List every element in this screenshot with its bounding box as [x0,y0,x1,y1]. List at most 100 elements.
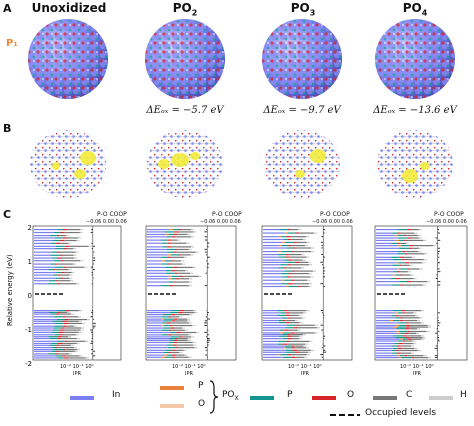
bar-in [34,336,49,338]
bar-o [400,284,404,286]
bar-o [60,254,63,256]
bar-o [60,231,65,234]
bar-h [419,229,423,231]
coop-ticks-3: −0.06 0.00 0.06 [312,219,353,225]
bar-c [295,247,312,249]
bar-h [414,232,418,234]
bar-in [376,242,392,244]
bar-p [278,340,287,343]
bar-o [62,320,68,322]
bar-c [170,322,189,324]
bar-p-oxidized [396,324,400,327]
bar-in [263,259,284,261]
bar-o [398,342,403,345]
bar-c [171,246,192,248]
bar-o [288,244,291,247]
bar-c [64,239,77,242]
bar-h [421,335,425,337]
bar-in [34,346,52,349]
bar-h [313,232,317,234]
bar-c [68,322,83,325]
bar-o [397,242,400,244]
coop-bar [323,335,326,337]
bar-o [173,341,177,344]
bar-o [402,335,407,337]
coop-bar [207,318,210,320]
bar-p-oxidized [399,338,403,340]
bar-o [405,336,409,339]
bar-p [278,322,286,324]
bar-c [66,325,74,327]
legend-swatch-p [250,396,274,400]
bar-c [177,347,195,349]
bar-p [166,248,177,251]
bar-o [60,260,64,262]
coop-bar [321,347,324,349]
bar-p [392,259,403,261]
bar-h [411,256,415,258]
coop-bar [204,236,208,238]
bar-o [63,357,69,359]
bar-in [147,248,167,251]
bar-p-oxidized [285,232,289,234]
bar-in [34,353,49,355]
bar-p [392,352,398,354]
bar-p [390,277,396,280]
bar-o [56,234,60,237]
bar-c [409,262,423,264]
bar-in [263,276,283,278]
bar-c [182,275,199,277]
bar-h [306,241,310,244]
bar-p [48,283,57,285]
bar-o [63,322,69,325]
bar-p [52,239,60,242]
bar-o [402,259,405,261]
legend-in: In [112,390,121,400]
bar-in [34,266,55,268]
bar-h [310,276,314,278]
bar-o [285,312,290,314]
bar-h [193,310,197,312]
coop-ticks-4: −0.06 0.00 0.06 [426,219,467,225]
bar-in [147,254,168,256]
bar-p [397,253,405,255]
bar-in [147,341,169,344]
bar-c [295,332,315,334]
orbital-renders [30,130,453,198]
bar-h [195,251,199,253]
bar-in [147,327,164,329]
bar-c [287,343,306,345]
bar-o [58,311,61,314]
bar-o [291,250,294,253]
bar-in [147,260,162,262]
bar-p [392,271,397,273]
bar-p [391,349,397,352]
bar-p [51,313,56,315]
bar-p [396,328,406,330]
bar-c [300,285,309,288]
bar-c [290,333,304,336]
title-text: PO [402,1,422,15]
bar-p [163,327,171,329]
bar-c [68,318,88,321]
coop-bar [323,259,325,261]
bar-h [68,242,72,244]
orbital-po2 [147,130,223,198]
bar-h [74,257,78,259]
bar-o [169,285,174,287]
bar-in [147,334,163,336]
panel-label-a: A [3,2,12,15]
bar-h [410,274,414,276]
bar-p-oxidized [397,332,401,334]
bar-c [404,312,414,314]
bar-h [312,270,316,272]
bar-p [48,268,53,271]
bar-c [58,350,75,352]
bar-h [73,325,77,327]
bar-p [50,263,55,265]
bar-in [147,272,166,274]
bar-h [84,266,88,268]
bar-p [398,312,403,314]
bar-p [57,340,65,342]
ipr-ticks-1: 10⁻² 10⁻¹ 10⁰ [60,364,94,370]
